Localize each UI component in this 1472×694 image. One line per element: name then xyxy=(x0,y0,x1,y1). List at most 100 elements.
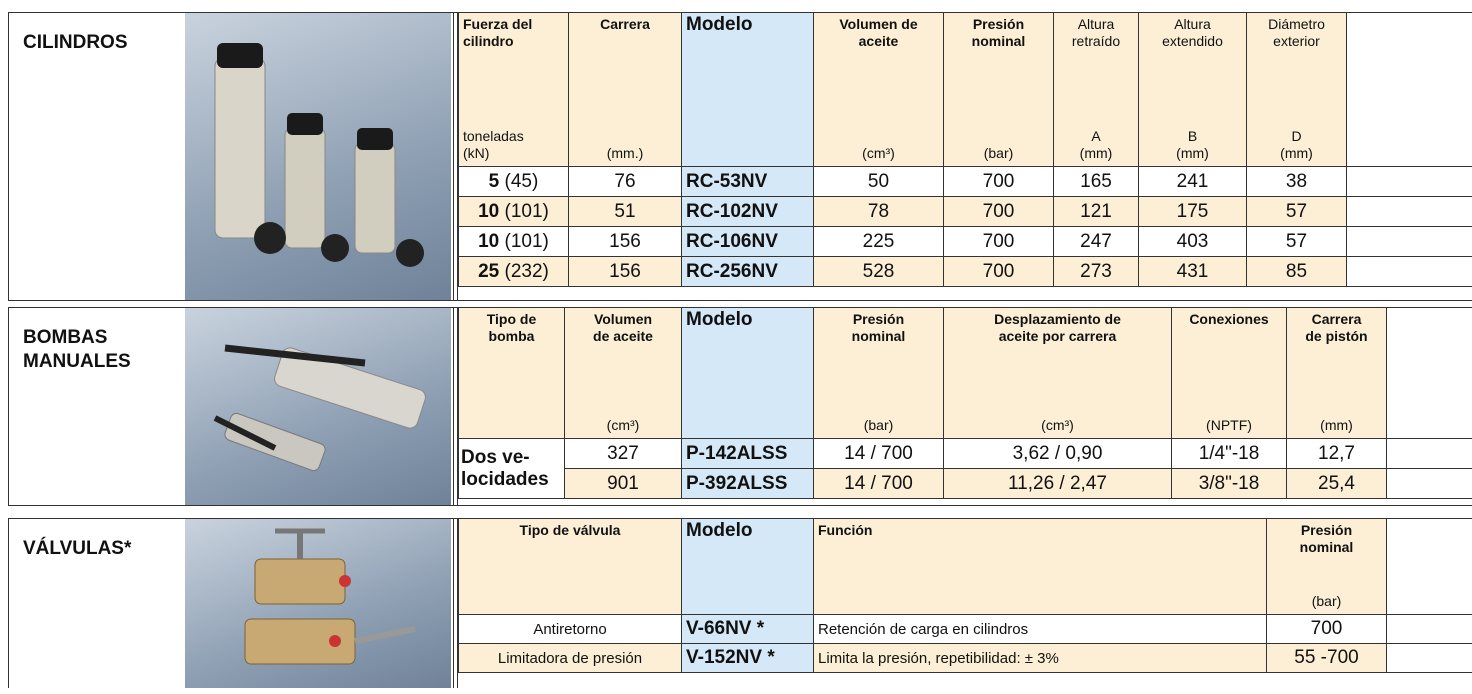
header-unit: B(mm) xyxy=(1143,128,1242,162)
cell: 57 xyxy=(1247,227,1347,257)
cell: 38 xyxy=(1247,167,1347,197)
header-unit-line: (cm³) xyxy=(948,417,1167,434)
empty-cell xyxy=(1387,615,1472,644)
cylinders-photo xyxy=(185,13,451,300)
header-title-line: Presión xyxy=(1271,522,1382,539)
header-cell: Modelo xyxy=(682,308,814,439)
cell: 10 (101) xyxy=(459,197,569,227)
kn: (232) xyxy=(505,261,549,282)
header-title-line: Fuerza del xyxy=(463,16,564,33)
tons: 10 xyxy=(478,201,499,222)
cell: 700 xyxy=(944,167,1054,197)
cell: 247 xyxy=(1054,227,1139,257)
header-title: Modelo xyxy=(686,311,809,328)
pump-type-line: Dos ve- xyxy=(461,447,562,469)
header-unit-line: (cm³) xyxy=(818,145,939,162)
header-title-line: Presión xyxy=(948,16,1049,33)
header-unit-line: D xyxy=(1251,128,1342,145)
cell: 76 xyxy=(569,167,682,197)
header-content: Función xyxy=(818,522,1262,610)
empty-cell xyxy=(1387,469,1472,499)
kn: (45) xyxy=(505,171,539,192)
header-title-line: exterior xyxy=(1251,33,1342,50)
header-unit-line: (mm) xyxy=(1291,417,1382,434)
empty-cell xyxy=(1347,197,1472,227)
header-unit-line: (mm) xyxy=(1058,145,1134,162)
header-unit: (NPTF) xyxy=(1176,417,1282,434)
header-title-line: cilindro xyxy=(463,33,564,50)
header-unit-line: (mm) xyxy=(1251,145,1342,162)
pump-type: Dos ve-locidades xyxy=(459,439,565,499)
header-unit-line: toneladas xyxy=(463,128,564,145)
header-cell: Carrera (mm.) xyxy=(569,13,682,167)
header-title-line: Carrera xyxy=(1291,311,1382,328)
header-content: Conexiones (NPTF) xyxy=(1176,311,1282,434)
header-title: Modelo xyxy=(686,16,809,33)
header-title-line: aceite xyxy=(818,33,939,50)
header-title: Carrera xyxy=(573,16,677,33)
cell: V-152NV * xyxy=(682,644,814,673)
cell: 700 xyxy=(1267,615,1387,644)
header-unit: (cm³) xyxy=(569,417,677,434)
header-unit: (mm.) xyxy=(573,145,677,162)
header-unit-line: (NPTF) xyxy=(1176,417,1282,434)
header-title-line: de pistón xyxy=(1291,328,1382,345)
header-title: Conexiones xyxy=(1176,311,1282,328)
header-title-line: aceite por carrera xyxy=(948,328,1167,345)
header-unit-line: (mm.) xyxy=(573,145,677,162)
cell: 5 (45) xyxy=(459,167,569,197)
photo xyxy=(185,13,451,300)
header-unit-line: A xyxy=(1058,128,1134,145)
header-cell: Función xyxy=(814,519,1267,615)
header-title-line: Altura xyxy=(1143,16,1242,33)
cell: 700 xyxy=(944,197,1054,227)
cell: 50 xyxy=(814,167,944,197)
pump-type: Dos ve-locidades xyxy=(461,447,562,491)
header-content: Tipo de válvula xyxy=(463,522,677,610)
header-unit: D(mm) xyxy=(1251,128,1342,162)
cell: V-66NV * xyxy=(682,615,814,644)
header-cell: Tipo de válvula xyxy=(459,519,682,615)
tons: 25 xyxy=(478,261,499,282)
header-unit: (cm³) xyxy=(818,145,939,162)
header-title-line: nominal xyxy=(818,328,939,345)
photo xyxy=(185,308,451,505)
header-title-line: Función xyxy=(818,522,1262,539)
section-label-line: CILINDROS xyxy=(23,31,128,55)
cell: 78 xyxy=(814,197,944,227)
header-cell: Modelo xyxy=(682,13,814,167)
cell: RC-102NV xyxy=(682,197,814,227)
kn: (101) xyxy=(505,201,549,222)
header-title-line: Tipo de válvula xyxy=(463,522,677,539)
header-unit: (bar) xyxy=(948,145,1049,162)
empty-cell xyxy=(1347,167,1472,197)
header-title-line: Modelo xyxy=(686,522,809,539)
section-label-line: MANUALES xyxy=(23,350,131,374)
header-cell: Modelo xyxy=(682,519,814,615)
header-title-line: Volumen xyxy=(569,311,677,328)
empty-cell xyxy=(1387,439,1472,469)
